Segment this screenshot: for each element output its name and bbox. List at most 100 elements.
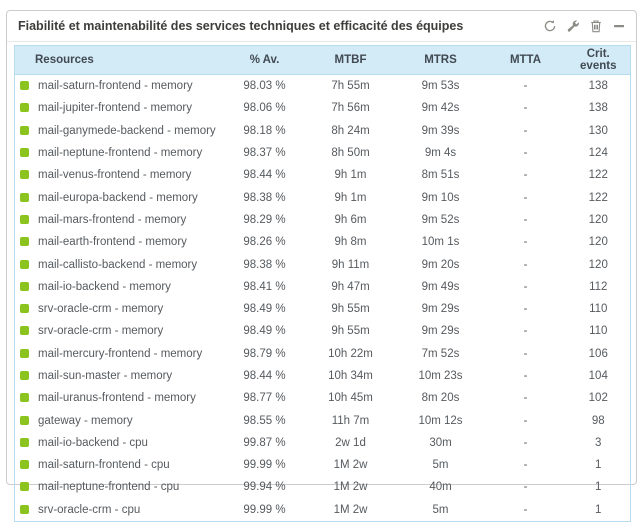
- mtta-cell: -: [523, 503, 528, 516]
- resource-name: mail-ganymede-backend - memory: [38, 124, 216, 137]
- resource-cell: mail-callisto-backend - memory: [15, 253, 225, 275]
- status-ok-icon: [20, 304, 29, 314]
- mtta-cell: -: [523, 102, 528, 115]
- status-ok-icon: [20, 81, 29, 91]
- crit-events-cell: 120: [588, 258, 608, 271]
- resource-cell: mail-ganymede-backend - memory: [15, 120, 225, 142]
- refresh-icon: [544, 20, 556, 32]
- mtrs-cell: 10m 23s: [418, 370, 463, 382]
- resource-cell: mail-venus-frontend - memory: [15, 164, 225, 186]
- crit-events-cell: 104: [588, 370, 608, 382]
- mtbf-cell: 9h 1m: [334, 191, 367, 204]
- mtbf-cell: 10h 34m: [328, 370, 373, 382]
- refresh-button[interactable]: [543, 19, 557, 33]
- mtta-cell: -: [523, 392, 528, 405]
- mtbf-cell: 1M 2w: [333, 459, 368, 472]
- status-ok-icon: [20, 460, 29, 470]
- availability-cell: 98.44 %: [243, 169, 286, 182]
- mtbf-cell: 9h 55m: [331, 303, 370, 316]
- mtrs-cell: 9m 53s: [421, 80, 460, 93]
- mtta-cell: -: [523, 191, 528, 204]
- mtrs-cell: 5m: [432, 459, 449, 472]
- crit-events-cell: 122: [588, 169, 608, 182]
- mtrs-cell: 9m 39s: [421, 124, 460, 137]
- resource-cell: mail-mercury-frontend - memory: [15, 343, 225, 365]
- availability-cell: 98.44 %: [243, 370, 286, 382]
- mtrs-cell: 9m 49s: [421, 280, 460, 293]
- crit-events-cell: 106: [588, 347, 608, 360]
- mtrs-cell: 40m: [429, 481, 452, 494]
- table-row: mail-neptune-frontend - memory 98.37 % 8h …: [15, 142, 631, 164]
- status-ok-icon: [20, 148, 29, 158]
- mtta-cell: -: [523, 459, 528, 472]
- status-ok-icon: [20, 237, 29, 247]
- mtta-cell: -: [523, 80, 528, 93]
- resource-cell: mail-io-backend - cpu: [15, 432, 225, 454]
- collapse-button[interactable]: [612, 19, 626, 33]
- resource-cell: srv-oracle-crm - memory: [15, 320, 225, 342]
- configure-button[interactable]: [566, 19, 580, 33]
- mtrs-cell: 9m 4s: [424, 147, 457, 160]
- resource-name: mail-saturn-frontend - cpu: [38, 459, 170, 472]
- table-row: mail-venus-frontend - memory 98.44 % 9h 1m…: [15, 164, 631, 186]
- delete-button[interactable]: [589, 19, 603, 33]
- mtrs-cell: 9m 29s: [421, 325, 460, 338]
- resource-cell: srv-oracle-crm - memory: [15, 298, 225, 320]
- table-row: mail-jupiter-frontend - memory 98.06 % 7h …: [15, 97, 631, 119]
- crit-events-cell: 98: [591, 414, 605, 427]
- crit-events-cell: 1: [595, 459, 602, 472]
- mtbf-cell: 9h 47m: [331, 280, 370, 293]
- resource-cell: mail-saturn-frontend - memory: [15, 75, 225, 98]
- mtta-cell: -: [523, 414, 528, 427]
- crit-events-cell: 138: [588, 102, 608, 115]
- table-row: mail-earth-frontend - memory 98.26 % 9h 8m…: [15, 231, 631, 253]
- resource-name: gateway - memory: [38, 414, 133, 427]
- crit-events-cell: 102: [588, 392, 608, 405]
- mtta-cell: -: [523, 370, 528, 382]
- mtbf-cell: 1M 2w: [333, 503, 368, 516]
- mtrs-cell: 10m 1s: [421, 236, 460, 249]
- crit-events-cell: 110: [589, 325, 608, 338]
- mtrs-cell: 9m 29s: [421, 303, 460, 316]
- resource-cell: srv-oracle-crm - cpu: [15, 499, 225, 522]
- widget-title: Fiabilité et maintenabilité des services…: [18, 19, 464, 33]
- resource-name: mail-jupiter-frontend - memory: [38, 102, 193, 115]
- status-ok-icon: [20, 482, 29, 492]
- widget-titlebar: Fiabilité et maintenabilité des services…: [7, 11, 636, 42]
- crit-events-cell: 138: [588, 80, 608, 93]
- resource-name: srv-oracle-crm - memory: [38, 303, 164, 316]
- widget-panel: Fiabilité et maintenabilité des services…: [6, 10, 637, 522]
- resource-name: srv-oracle-crm - memory: [38, 325, 164, 338]
- table-row: mail-europa-backend - memory 98.38 % 9h 1m…: [15, 186, 631, 208]
- mtbf-cell: 7h 55m: [331, 80, 370, 93]
- availability-cell: 98.38 %: [243, 258, 286, 271]
- minus-icon: [614, 25, 624, 28]
- resource-cell: mail-io-backend - memory: [15, 276, 225, 298]
- table-row: mail-io-backend - cpu 99.87 % 2w 1d 30m - 3: [15, 432, 631, 454]
- crit-events-cell: 1: [595, 503, 602, 516]
- status-ok-icon: [20, 103, 29, 113]
- resource-name: mail-sun-master - memory: [38, 370, 173, 382]
- resource-cell: mail-mars-frontend - memory: [15, 209, 225, 231]
- table-body: mail-saturn-frontend - memory 98.03 % 7h 5…: [15, 75, 631, 522]
- mtbf-cell: 9h 1m: [334, 169, 367, 182]
- status-ok-icon: [20, 393, 29, 403]
- table-row: mail-saturn-frontend - memory 98.03 % 7h 5…: [15, 75, 631, 98]
- column-header-crit-events: Crit. events: [566, 45, 631, 75]
- resource-cell: mail-uranus-frontend - memory: [15, 387, 225, 409]
- mtbf-cell: 9h 55m: [331, 325, 370, 338]
- status-ok-icon: [20, 437, 29, 447]
- mtrs-cell: 9m 52s: [421, 213, 460, 226]
- table-row: mail-neptune-frontend - cpu 99.94 % 1M 2w 4…: [15, 476, 631, 498]
- wrench-icon: [567, 20, 579, 32]
- availability-cell: 98.38 %: [243, 191, 286, 204]
- mtbf-cell: 1M 2w: [333, 481, 368, 494]
- resource-name: mail-uranus-frontend - memory: [38, 392, 196, 405]
- mtta-cell: -: [523, 436, 528, 449]
- crit-events-cell: 1: [595, 481, 602, 494]
- table-row: srv-oracle-crm - cpu 99.99 % 1M 2w 5m - 1: [15, 499, 631, 522]
- mtrs-cell: 9m 42s: [421, 102, 460, 115]
- mtbf-cell: 9h 11m: [331, 258, 370, 271]
- availability-cell: 99.99 %: [243, 459, 286, 472]
- mtta-cell: -: [523, 303, 528, 316]
